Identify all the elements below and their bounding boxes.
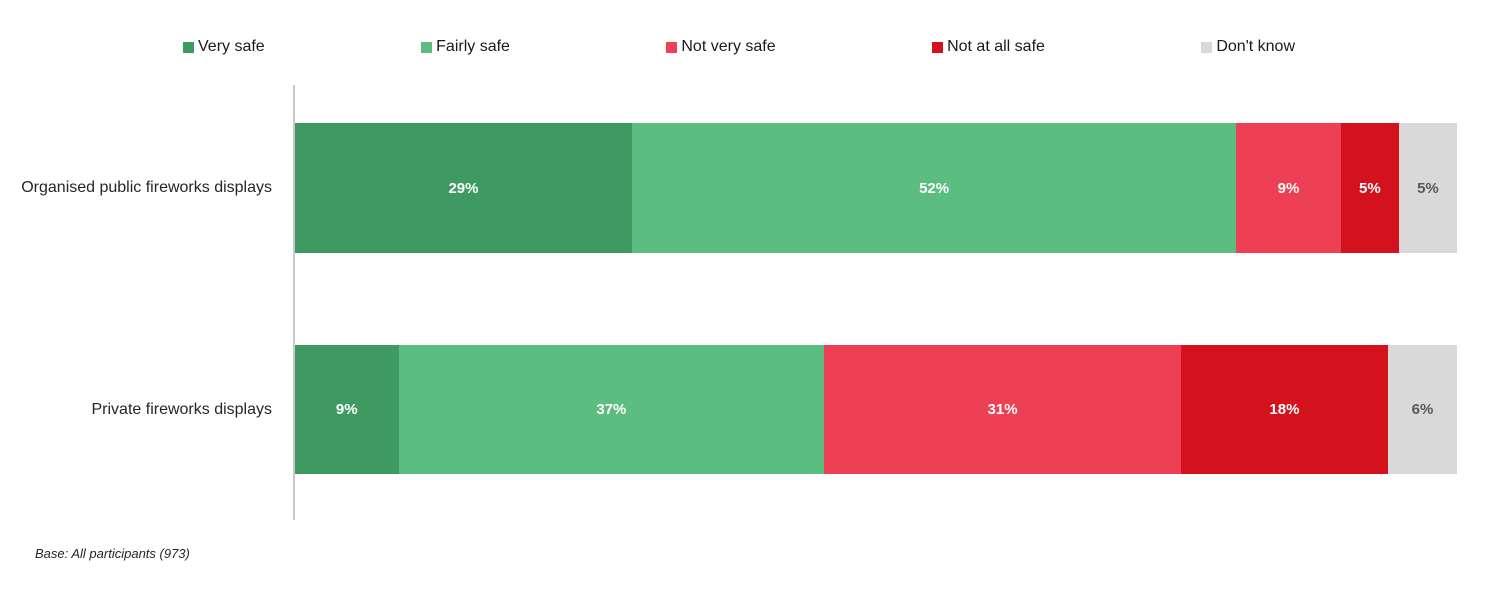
bar-segment-value: 5% — [1417, 179, 1439, 197]
legend-swatch-icon — [666, 41, 678, 53]
bar-segment-value: 9% — [1277, 179, 1300, 197]
chart-legend: Very safe Fairly safe Not very safe Not at … — [183, 38, 1295, 56]
legend-label: Fairly safe — [436, 38, 510, 55]
legend-swatch-icon — [421, 41, 433, 53]
bar-segment-don-t-know: 6% — [1387, 345, 1458, 474]
bar-segment-value: 31% — [987, 401, 1018, 418]
legend-label: Not very safe — [681, 38, 776, 55]
legend-swatch-icon — [1201, 41, 1213, 53]
bar-private-displays: 9% 37% 31% 18% 6% — [295, 345, 1458, 474]
legend-swatch-icon — [183, 41, 194, 53]
bar-segment-fairly-safe: 37% — [398, 345, 825, 474]
bar-segment-value: 37% — [596, 401, 627, 418]
bar-segment-value: 9% — [335, 401, 358, 418]
legend-item-not-at-all-safe: Not at all safe — [932, 38, 1045, 56]
bar-segment-value: 29% — [448, 179, 479, 197]
legend-item-very-safe: Very safe — [183, 38, 265, 56]
legend-item-don-t-know: Don't know — [1201, 38, 1295, 56]
legend-label: Very safe — [198, 38, 265, 55]
bar-segment-very-safe: 29% — [295, 123, 632, 253]
bar-segment-value: 5% — [1359, 179, 1381, 197]
category-label-private: Private fireworks displays — [0, 345, 283, 474]
legend-item-not-very-safe: Not very safe — [666, 38, 776, 56]
legend-label: Don't know — [1216, 38, 1295, 55]
legend-item-fairly-safe: Fairly safe — [421, 38, 510, 56]
category-label-organised-public: Organised public fireworks displays — [0, 123, 283, 253]
category-label-text: Organised public fireworks displays — [21, 179, 272, 197]
bar-segment-not-at-all-safe: 18% — [1180, 345, 1388, 474]
legend-swatch-icon — [932, 41, 944, 53]
category-label-text: Private fireworks displays — [91, 400, 273, 418]
bar-organised-public-displays: 29% 52% 9% 5% 5% — [295, 123, 1457, 253]
bar-segment-not-very-safe: 9% — [1236, 123, 1341, 253]
bar-segment-don-t-know: 5% — [1398, 123, 1457, 253]
bar-segment-value: 6% — [1411, 401, 1434, 418]
legend-label: Not at all safe — [947, 38, 1045, 55]
bar-segment-very-safe: 9% — [295, 345, 399, 474]
bar-segment-value: 52% — [919, 179, 950, 197]
bar-segment-fairly-safe: 52% — [631, 123, 1237, 253]
bar-segment-not-at-all-safe: 5% — [1340, 123, 1399, 253]
base-note: Base: All participants (973) — [35, 546, 190, 561]
bar-segment-value: 18% — [1269, 401, 1300, 418]
bar-segment-not-very-safe: 31% — [824, 345, 1181, 474]
plot-area: 29% 52% 9% 5% 5% 9% 37% 31% 18% 6% — [293, 85, 1458, 520]
